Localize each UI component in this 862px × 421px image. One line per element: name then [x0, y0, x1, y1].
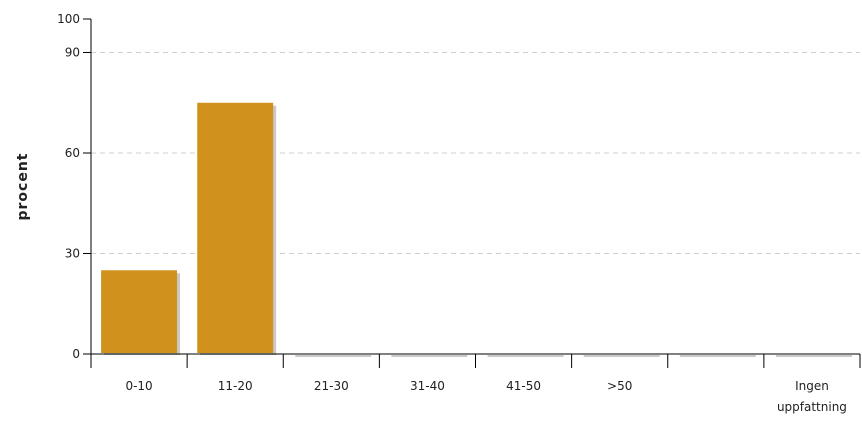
bars — [101, 102, 274, 353]
bar-shadow — [679, 355, 756, 357]
y-ticks: 0 30 60 90 100 — [57, 12, 91, 361]
bar — [101, 270, 178, 353]
y-tick-label: 90 — [65, 46, 80, 60]
bar-shadow — [775, 355, 852, 357]
bar-shadow — [295, 355, 372, 357]
y-tick-label: 60 — [65, 146, 80, 160]
bar-shadow — [487, 355, 564, 357]
bar-shadow — [583, 355, 660, 357]
x-tick-label: >50 — [607, 379, 632, 393]
x-tick-label: 41-50 — [506, 379, 541, 393]
x-tick-label: 11-20 — [218, 379, 253, 393]
x-tick-label: 21-30 — [314, 379, 349, 393]
y-axis-label: procent — [15, 153, 31, 221]
bar-shadow — [391, 355, 468, 357]
x-tick-label: 31-40 — [410, 379, 445, 393]
bar — [197, 102, 274, 353]
x-tick-label: Ingen uppfattning — [777, 379, 847, 414]
y-tick-label: 100 — [57, 12, 80, 26]
x-tick-label: 0-10 — [125, 379, 152, 393]
y-tick-label: 0 — [72, 347, 80, 361]
y-tick-label: 30 — [65, 247, 80, 261]
